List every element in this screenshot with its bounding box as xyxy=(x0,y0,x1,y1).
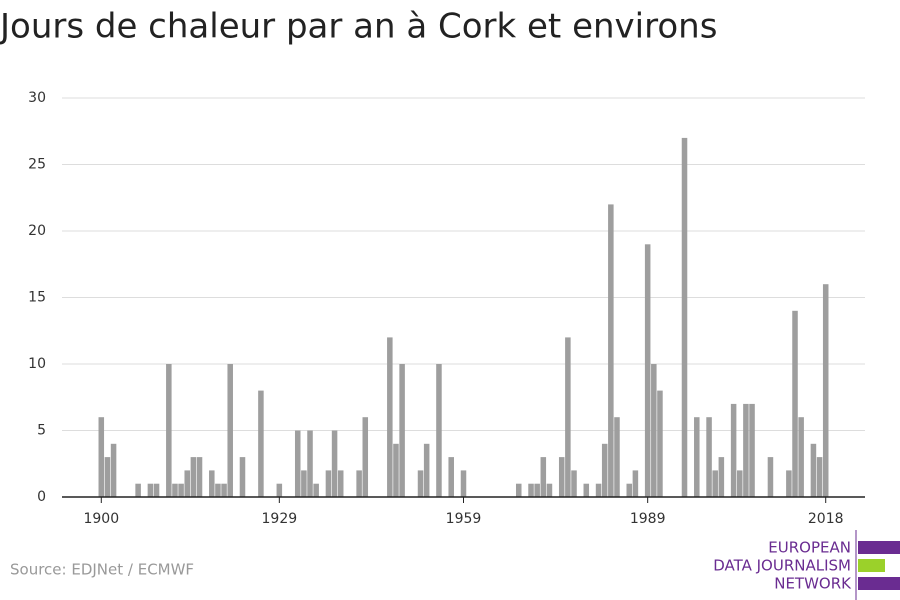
chart-title: Jours de chaleur par an à Cork et enviro… xyxy=(0,7,717,47)
bar xyxy=(730,403,737,497)
bar xyxy=(209,470,215,497)
bar xyxy=(626,483,633,497)
y-tick-label: 30 xyxy=(28,90,46,106)
bar xyxy=(767,457,774,497)
bar xyxy=(393,443,399,497)
bar xyxy=(331,430,338,497)
bar xyxy=(528,483,534,497)
x-tick-label: 2018 xyxy=(808,511,844,527)
y-tick-label: 20 xyxy=(28,223,46,239)
y-tick-label: 25 xyxy=(28,157,46,173)
bar xyxy=(601,443,608,497)
bar xyxy=(178,483,184,497)
bar xyxy=(571,470,577,497)
y-tick-label: 0 xyxy=(37,489,46,505)
logo: EUROPEAN DATA JOURNALISM NETWORK xyxy=(713,530,900,600)
bar xyxy=(147,483,154,497)
logo-text: EUROPEAN xyxy=(768,539,851,557)
bar xyxy=(387,337,393,497)
bar xyxy=(190,457,197,497)
logo-bar xyxy=(858,541,900,554)
bar xyxy=(792,310,798,497)
bar xyxy=(565,337,571,497)
y-tick-label: 15 xyxy=(28,290,46,306)
bar xyxy=(460,470,467,497)
bar xyxy=(515,483,522,497)
bar xyxy=(356,470,362,497)
x-tick-label: 1989 xyxy=(630,511,666,527)
y-tick-label: 10 xyxy=(28,356,46,372)
bar xyxy=(417,470,424,497)
bar xyxy=(608,204,614,497)
bar xyxy=(196,457,203,497)
y-tick-label: 5 xyxy=(37,423,46,439)
bar xyxy=(239,457,246,497)
bar xyxy=(749,403,755,497)
bar xyxy=(632,470,639,497)
bar xyxy=(651,364,657,497)
bar xyxy=(135,483,141,497)
bar xyxy=(301,470,307,497)
source: Source: EDJNet / ECMWF xyxy=(10,561,194,579)
x-tick-label: 1929 xyxy=(262,511,298,527)
bar xyxy=(694,417,700,497)
bar xyxy=(184,470,191,497)
bar xyxy=(153,483,160,497)
bar xyxy=(657,390,663,497)
bar xyxy=(583,483,590,497)
bar xyxy=(822,284,829,497)
bar xyxy=(362,417,369,497)
bar xyxy=(98,417,105,497)
bar xyxy=(718,457,725,497)
logo-text: NETWORK xyxy=(774,575,852,593)
bar xyxy=(399,364,405,497)
bar xyxy=(221,483,227,497)
bar xyxy=(104,457,111,497)
bar xyxy=(798,417,804,497)
bar xyxy=(534,483,540,497)
bar xyxy=(325,470,332,497)
x-tick-label: 1959 xyxy=(446,511,482,527)
bar xyxy=(313,483,319,497)
bar xyxy=(816,457,823,497)
bar xyxy=(227,364,233,497)
bar xyxy=(307,430,313,497)
bar xyxy=(786,470,792,497)
bar xyxy=(258,390,264,497)
x-tick-label: 1900 xyxy=(83,511,119,527)
bar xyxy=(681,137,688,497)
logo-text: DATA JOURNALISM xyxy=(713,557,851,575)
bar xyxy=(743,403,749,497)
bar xyxy=(712,470,718,497)
logo-bar xyxy=(858,577,900,590)
bar xyxy=(706,417,712,497)
bar xyxy=(546,483,553,497)
bar xyxy=(448,457,454,497)
bar xyxy=(276,483,283,497)
bar xyxy=(614,417,620,497)
bar xyxy=(215,483,221,497)
bar xyxy=(172,483,178,497)
bar xyxy=(558,457,565,497)
logo-bar xyxy=(858,559,885,572)
bar xyxy=(810,443,817,497)
bar xyxy=(644,244,651,497)
bar xyxy=(110,443,117,497)
bar xyxy=(436,364,442,497)
bar xyxy=(166,364,172,497)
bar xyxy=(294,430,301,497)
bar xyxy=(423,443,430,497)
bar xyxy=(736,470,743,497)
bar xyxy=(595,483,602,497)
bar xyxy=(540,457,547,497)
bar xyxy=(337,470,344,497)
